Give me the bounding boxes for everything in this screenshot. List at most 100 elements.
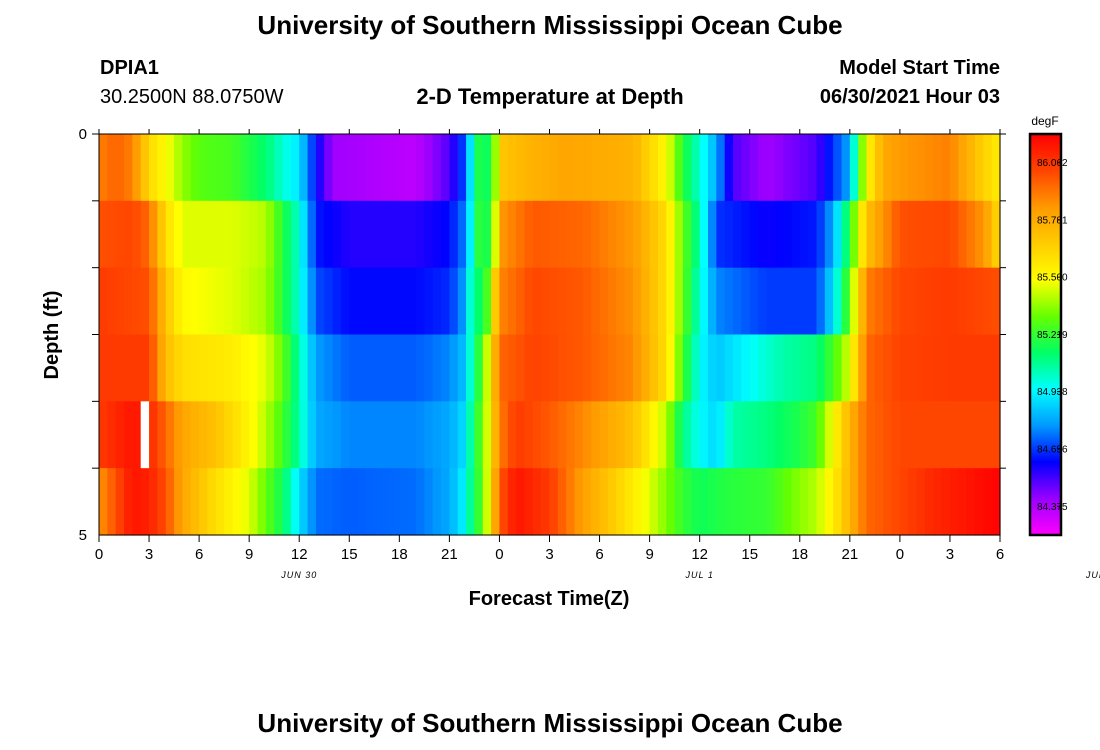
heatmap-cell <box>516 200 526 269</box>
heatmap-cell <box>766 334 776 402</box>
heatmap-cell <box>215 468 225 536</box>
heatmap-cell <box>357 468 367 536</box>
heatmap-cell <box>240 267 250 336</box>
heatmap-cell <box>841 468 851 536</box>
heatmap-cell <box>649 401 659 469</box>
heatmap-cell <box>182 334 192 402</box>
heatmap-cell <box>616 200 626 269</box>
heatmap-cell <box>624 401 634 469</box>
heatmap-cell <box>107 134 117 202</box>
heatmap-cell <box>282 267 292 336</box>
heatmap-cell <box>190 468 200 536</box>
heatmap-cell <box>132 468 142 536</box>
heatmap-cell <box>941 334 951 402</box>
heatmap-cell <box>908 200 918 269</box>
heatmap-cell <box>933 200 943 269</box>
heatmap-cell <box>340 267 350 336</box>
heatmap-cell <box>657 468 667 536</box>
heatmap-cell <box>799 267 809 336</box>
heatmap-cell <box>599 267 609 336</box>
heatmap-cell <box>949 468 959 536</box>
heatmap-cell <box>641 468 651 536</box>
colorbar: 86.062 85.781 85.500 85.219 84.938 84.656 84.3… <box>1028 132 1068 537</box>
heatmap-cell <box>899 134 909 202</box>
heatmap-cell <box>474 200 484 269</box>
heatmap-cell <box>466 468 476 536</box>
heatmap-cell <box>682 401 692 469</box>
heatmap-cell <box>290 134 300 202</box>
heatmap-cell <box>99 134 108 202</box>
heatmap-cell <box>399 200 409 269</box>
heatmap-cell <box>541 200 551 269</box>
heatmap-cell <box>991 267 1001 336</box>
heatmap-cell <box>574 200 584 269</box>
heatmap-cell <box>182 267 192 336</box>
heatmap-cell <box>833 334 843 402</box>
heatmap-cell <box>699 334 709 402</box>
heatmap-cell <box>991 134 1001 202</box>
heatmap-cell <box>841 134 851 202</box>
heatmap-cell <box>549 334 559 402</box>
heatmap-cell <box>674 134 684 202</box>
heatmap-cell <box>566 401 576 469</box>
heatmap-cell <box>691 134 701 202</box>
heatmap-cell <box>799 468 809 536</box>
heatmap-cell <box>849 401 859 469</box>
heatmap-cell <box>799 401 809 469</box>
heatmap-cell <box>541 134 551 202</box>
heatmap-cell <box>591 401 601 469</box>
heatmap-cell <box>591 334 601 402</box>
heatmap-cell <box>774 267 784 336</box>
heatmap-cell <box>891 267 901 336</box>
heatmap-cell <box>374 134 384 202</box>
heatmap-cell <box>582 267 592 336</box>
heatmap-cell <box>257 468 267 536</box>
heatmap-cell <box>482 267 492 336</box>
heatmap-cell <box>432 200 442 269</box>
heatmap-cell <box>933 267 943 336</box>
footer-title: University of Southern Mississippi Ocean… <box>257 708 843 738</box>
heatmap-cell <box>849 134 859 202</box>
heatmap-cell <box>899 334 909 402</box>
heatmap-cell <box>874 401 884 469</box>
heatmap-cell <box>991 200 1001 269</box>
heatmap-cell <box>340 401 350 469</box>
date-label: JUL 1 <box>684 570 713 580</box>
heatmap-cell <box>808 401 818 469</box>
heatmap-cell <box>491 401 501 469</box>
heatmap-cell <box>307 401 317 469</box>
heatmap-cell <box>115 267 125 336</box>
heatmap-cell <box>432 267 442 336</box>
heatmap-cell <box>466 134 476 202</box>
heatmap-cell <box>140 200 150 269</box>
heatmap-cell <box>215 200 225 269</box>
heatmap-cell <box>224 334 234 402</box>
heatmap-cell <box>457 468 467 536</box>
heatmap-cell <box>424 267 434 336</box>
heatmap-cell <box>749 334 759 402</box>
heatmap-cell <box>566 267 576 336</box>
heatmap-cell <box>657 134 667 202</box>
heatmap-cell <box>524 134 534 202</box>
heatmap-cell <box>382 200 392 269</box>
heatmap-cell <box>632 401 642 469</box>
heatmap-cell <box>557 401 567 469</box>
heatmap-cell <box>774 200 784 269</box>
heatmap-cell <box>441 200 450 269</box>
heatmap-cell <box>716 267 726 336</box>
heatmap-cell <box>883 267 893 336</box>
heatmap-cell <box>591 468 601 536</box>
heatmap-cell <box>699 468 709 536</box>
heatmap-cell <box>232 401 242 469</box>
heatmap-cell <box>599 401 609 469</box>
heatmap-cell <box>491 134 501 202</box>
heatmap-cell <box>140 267 150 336</box>
heatmap-cell <box>115 200 125 269</box>
heatmap-cell <box>824 134 834 202</box>
heatmap-cell <box>491 267 501 336</box>
heatmap-cell <box>207 134 217 202</box>
heatmap-cell <box>632 267 642 336</box>
heatmap-cell <box>390 200 400 269</box>
heatmap-cell <box>724 401 734 469</box>
heatmap-cell <box>966 200 976 269</box>
